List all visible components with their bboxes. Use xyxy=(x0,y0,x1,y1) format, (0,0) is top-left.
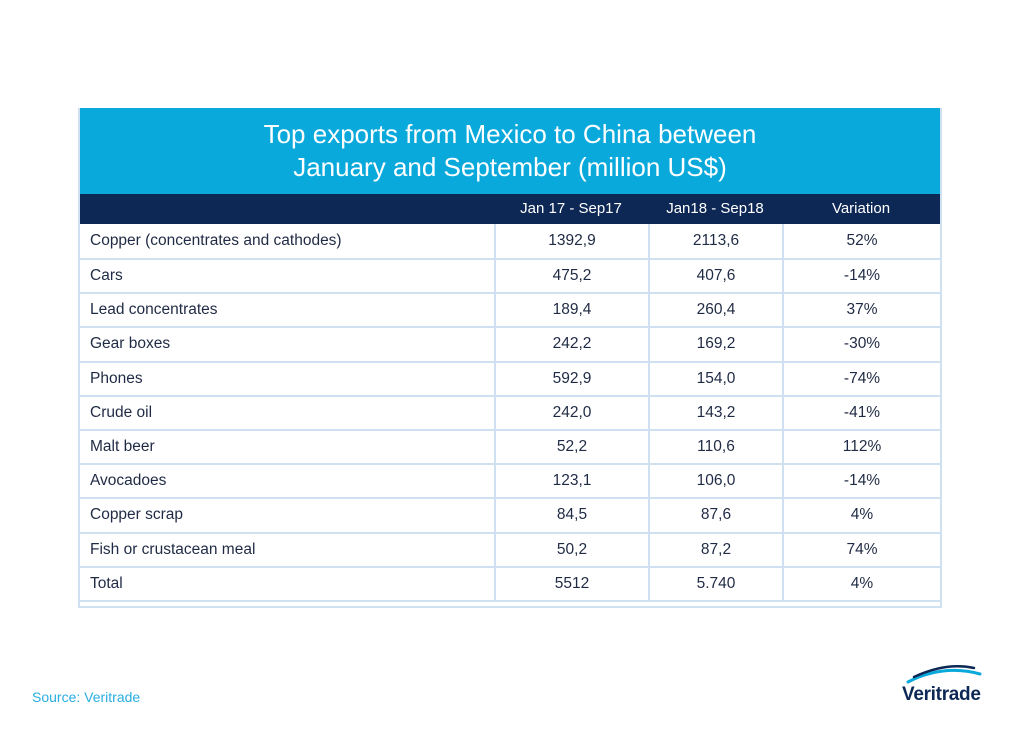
cell-jan18-sep18: 106,0 xyxy=(648,465,782,498)
cell-jan17-sep17: 592,9 xyxy=(494,362,648,395)
cell-variation: -74% xyxy=(782,362,940,395)
cell-variation: 4% xyxy=(782,499,940,532)
cell-jan17-sep17: 123,1 xyxy=(494,465,648,498)
table-row: Lead concentrates 189,4 260,4 37% xyxy=(80,294,940,329)
cell-variation: 4% xyxy=(782,567,940,600)
table-row: Phones 592,9 154,0 -74% xyxy=(80,362,940,397)
cell-jan17-sep17: 189,4 xyxy=(494,294,648,327)
table-row: Avocadoes 123,1 106,0 -14% xyxy=(80,465,940,500)
row-label: Malt beer xyxy=(90,438,155,456)
cell-jan17-sep17: 242,0 xyxy=(494,396,648,429)
table-title: Top exports from Mexico to China between… xyxy=(80,108,940,194)
table-row: Copper (concentrates and cathodes) 1392,9… xyxy=(80,224,940,260)
column-header-jan17-sep17: Jan 17 - Sep17 xyxy=(520,200,622,217)
cell-jan18-sep18: 5.740 xyxy=(648,567,782,600)
cell-variation: 52% xyxy=(782,224,940,258)
cell-variation: -30% xyxy=(782,328,940,361)
cell-jan18-sep18: 87,2 xyxy=(648,533,782,566)
exports-table-card: Top exports from Mexico to China between… xyxy=(78,108,942,608)
cell-jan17-sep17: 52,2 xyxy=(494,431,648,464)
row-label: Total xyxy=(90,574,123,592)
table-row: Copper scrap 84,5 87,6 4% xyxy=(80,499,940,534)
cell-jan17-sep17: 242,2 xyxy=(494,328,648,361)
row-label: Avocadoes xyxy=(90,472,167,490)
cell-variation: 74% xyxy=(782,533,940,566)
cell-jan18-sep18: 87,6 xyxy=(648,499,782,532)
cell-jan18-sep18: 143,2 xyxy=(648,396,782,429)
row-label: Gear boxes xyxy=(90,335,171,353)
source-note: Source: Veritrade xyxy=(32,689,141,705)
table-row: Crude oil 242,0 143,2 -41% xyxy=(80,396,940,431)
cell-jan17-sep17: 5512 xyxy=(494,567,648,600)
row-label: Fish or crustacean meal xyxy=(90,540,256,558)
row-label: Copper scrap xyxy=(90,506,184,524)
cell-variation: -41% xyxy=(782,396,940,429)
table-header-row: Jan 17 - Sep17 Jan18 - Sep18 Variation xyxy=(80,194,940,224)
cell-jan18-sep18: 2113,6 xyxy=(648,224,782,258)
cell-variation: -14% xyxy=(782,465,940,498)
cell-jan18-sep18: 110,6 xyxy=(648,431,782,464)
cell-jan17-sep17: 84,5 xyxy=(494,499,648,532)
cell-jan17-sep17: 475,2 xyxy=(494,260,648,293)
cell-variation: 37% xyxy=(782,294,940,327)
row-label: Copper (concentrates and cathodes) xyxy=(90,232,342,249)
table-row: Gear boxes 242,2 169,2 -30% xyxy=(80,328,940,363)
table-title-line-2: January and September (million US$) xyxy=(293,152,727,182)
row-label: Lead concentrates xyxy=(90,301,218,319)
cell-jan18-sep18: 169,2 xyxy=(648,328,782,361)
row-label: Crude oil xyxy=(90,403,153,421)
row-label: Phones xyxy=(90,369,143,387)
column-header-variation: Variation xyxy=(831,200,891,217)
cell-jan17-sep17: 50,2 xyxy=(494,533,648,566)
cell-jan18-sep18: 154,0 xyxy=(648,362,782,395)
cell-jan18-sep18: 407,6 xyxy=(648,260,782,293)
column-header-jan18-sep18: Jan18 - Sep18 xyxy=(666,200,764,217)
table-row: Fish or crustacean meal 50,2 87,2 74% xyxy=(80,533,940,568)
table-title-line-1: Top exports from Mexico to China between xyxy=(263,119,757,149)
row-label: Cars xyxy=(90,267,123,285)
table-row: Cars 475,2 407,6 -14% xyxy=(80,260,940,295)
cell-jan17-sep17: 1392,9 xyxy=(494,224,648,258)
veritrade-logo-icon xyxy=(906,665,982,684)
cell-variation: 112% xyxy=(782,431,940,464)
table-row: Malt beer 52,2 110,6 112% xyxy=(80,431,940,466)
cell-jan18-sep18: 260,4 xyxy=(648,294,782,327)
cell-variation: -14% xyxy=(782,260,940,293)
veritrade-logo-text: Veritrade xyxy=(902,684,981,705)
table-row: Total 5512 5.740 4% xyxy=(80,567,940,602)
